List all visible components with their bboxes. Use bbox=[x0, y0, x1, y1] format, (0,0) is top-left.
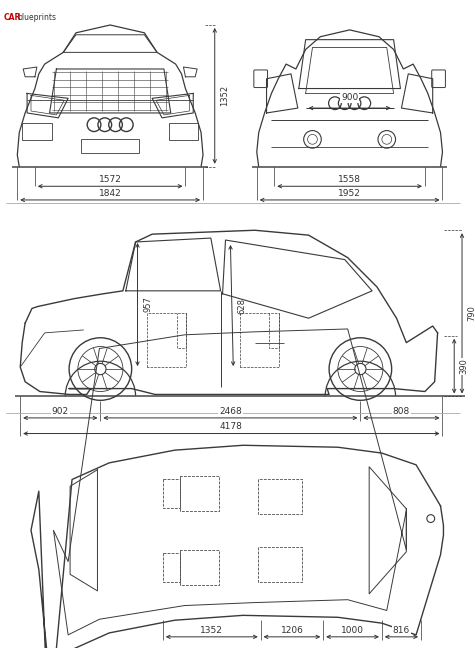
Bar bbox=[169, 122, 198, 140]
Text: CAR: CAR bbox=[4, 13, 21, 22]
Bar bbox=[22, 122, 51, 140]
Text: 1842: 1842 bbox=[99, 189, 122, 198]
Text: 816: 816 bbox=[393, 626, 410, 635]
Text: blueprints: blueprints bbox=[17, 13, 57, 22]
Text: 1352: 1352 bbox=[200, 626, 223, 635]
Text: 808: 808 bbox=[393, 407, 410, 415]
Text: 2468: 2468 bbox=[219, 407, 242, 415]
Text: 900: 900 bbox=[341, 93, 358, 102]
Text: 1352: 1352 bbox=[219, 85, 228, 106]
Text: 902: 902 bbox=[52, 407, 69, 415]
Text: 1572: 1572 bbox=[99, 175, 122, 184]
Text: 1206: 1206 bbox=[281, 626, 304, 635]
Text: 1558: 1558 bbox=[338, 175, 361, 184]
Text: 4178: 4178 bbox=[220, 422, 243, 431]
Text: 1952: 1952 bbox=[338, 189, 361, 198]
Text: 628: 628 bbox=[237, 297, 246, 314]
Text: 390: 390 bbox=[459, 358, 468, 374]
Text: 1000: 1000 bbox=[341, 626, 364, 635]
Text: 790: 790 bbox=[467, 305, 475, 321]
Bar bbox=[81, 140, 140, 153]
Text: 957: 957 bbox=[143, 297, 152, 312]
